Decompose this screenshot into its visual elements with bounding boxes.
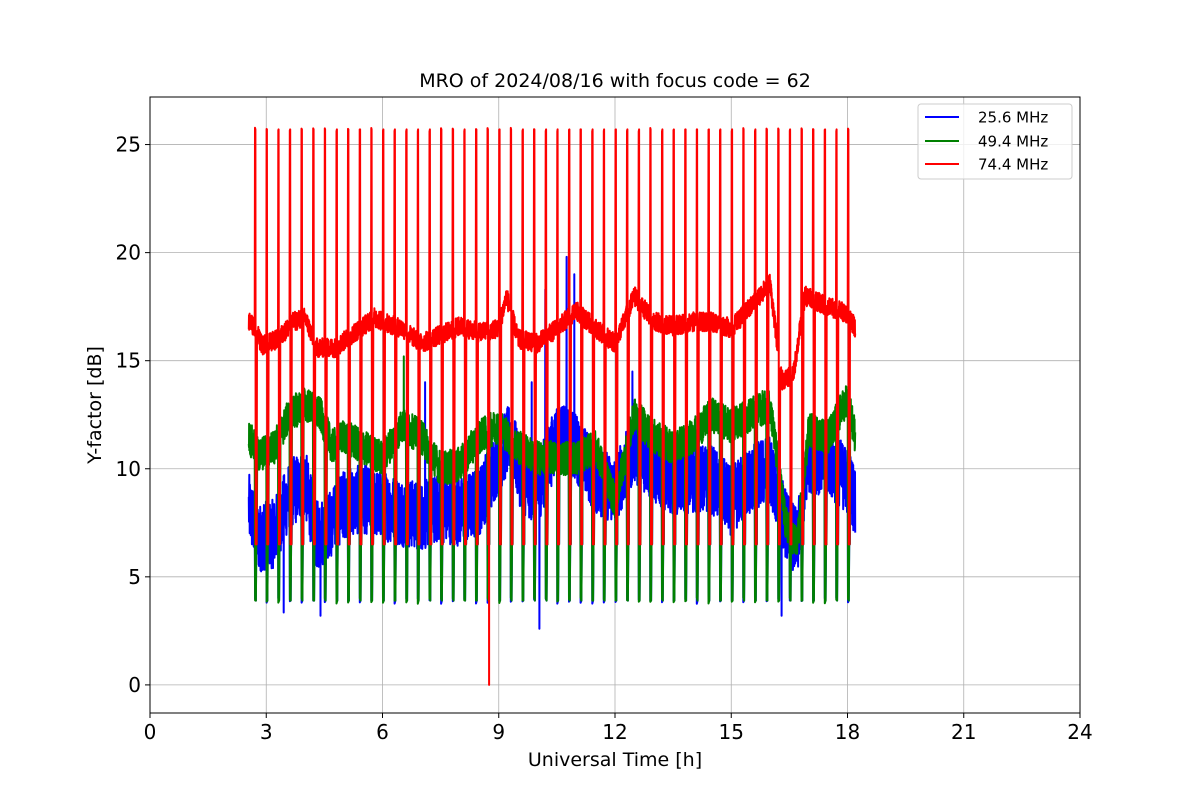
x-tick-label: 18 bbox=[835, 720, 860, 744]
x-tick-label: 12 bbox=[602, 720, 627, 744]
plot-area bbox=[247, 126, 857, 686]
x-tick-label: 0 bbox=[144, 720, 157, 744]
legend-label-49-4: 49.4 MHz bbox=[978, 133, 1048, 151]
x-tick-label: 9 bbox=[492, 720, 505, 744]
x-tick-label: 21 bbox=[951, 720, 976, 744]
series-line-74-4---- bbox=[247, 126, 857, 686]
axes-frame bbox=[149, 96, 1081, 714]
x-tick-label: 15 bbox=[719, 720, 744, 744]
y-tick-label: 5 bbox=[128, 565, 141, 589]
x-axis-ticks: 0 3 6 9 12 15 18 21 24 bbox=[144, 713, 1093, 744]
legend-label-74-4: 74.4 MHz bbox=[978, 156, 1048, 174]
x-tick-label: 6 bbox=[376, 720, 389, 744]
x-axis-label: Universal Time [h] bbox=[528, 749, 702, 771]
legend-box bbox=[917, 103, 1073, 180]
x-tick-label: 3 bbox=[260, 720, 273, 744]
y-tick-label: 15 bbox=[116, 349, 141, 373]
y-tick-label: 10 bbox=[116, 457, 141, 481]
chart-title: MRO of 2024/08/16 with focus code = 62 bbox=[419, 70, 811, 92]
legend: 25.6 MHz 49.4 MHz 74.4 MHz bbox=[917, 103, 1073, 180]
x-tick-label: 24 bbox=[1067, 720, 1092, 744]
y-tick-label: 0 bbox=[128, 673, 141, 697]
y-axis-ticks: 0 5 10 15 20 25 bbox=[116, 133, 150, 697]
legend-label-25-6: 25.6 MHz bbox=[978, 109, 1048, 127]
y-tick-label: 25 bbox=[116, 133, 141, 157]
y-tick-label: 20 bbox=[116, 241, 141, 265]
y-axis-label: Y-factor [dB] bbox=[84, 346, 106, 465]
